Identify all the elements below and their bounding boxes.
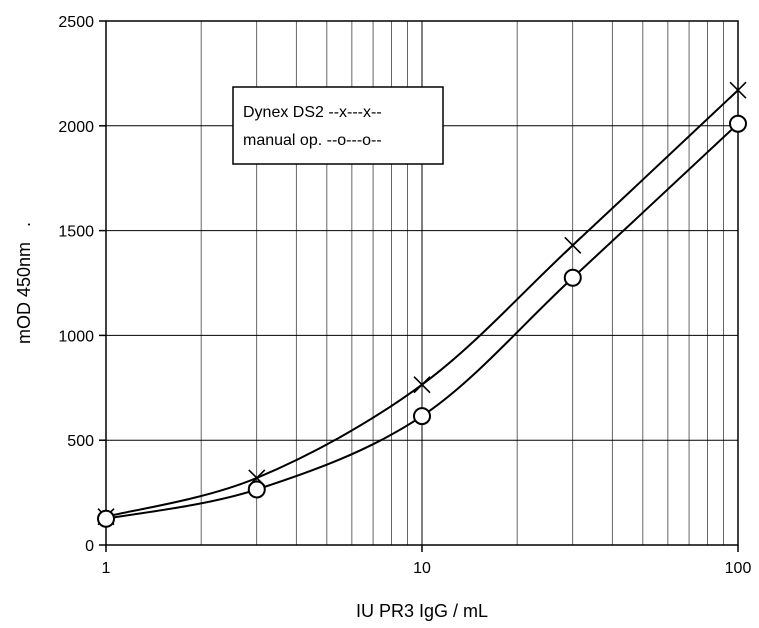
data-point-x-marker (413, 376, 431, 394)
series-group (97, 81, 747, 528)
data-point-circle-marker (729, 114, 747, 133)
axis-ticks: 0 500 1000 1500 2000 2500 1 10 100 (58, 14, 751, 577)
data-point-circle-marker (247, 480, 266, 499)
data-point-circle-marker (563, 268, 582, 287)
data-point-x-marker (564, 236, 582, 254)
x-marker-stroke (413, 376, 431, 394)
y-axis-title: mOD 450nm . (14, 222, 34, 344)
legend-entry-dynex: Dynex DS2 --x---x-- (243, 104, 382, 121)
y-tick-label: 0 (85, 538, 94, 555)
y-tick-label: 1500 (58, 224, 94, 241)
legend-entry-manual: manual op. --o---o-- (243, 132, 382, 149)
x-axis-title: IU PR3 IgG / mL (356, 601, 488, 621)
y-tick-label: 500 (67, 433, 94, 450)
x-tick-label: 10 (413, 560, 431, 577)
y-tick-label: 2000 (58, 119, 94, 136)
data-point-circle-marker (413, 407, 431, 426)
data-point-x-marker (729, 81, 747, 99)
legend-box (232, 86, 444, 165)
legend: Dynex DS2 --x---x-- manual op. --o---o-- (232, 86, 444, 165)
y-tick-label: 1000 (58, 328, 94, 345)
data-point-circle-marker (97, 509, 115, 528)
x-tick-label: 1 (102, 560, 111, 577)
series-line-manual (105, 122, 739, 520)
x-tick-label: 100 (725, 560, 752, 577)
series-line-dynex (105, 89, 739, 518)
y-tick-label: 2500 (58, 14, 94, 31)
x-marker-stroke (564, 236, 582, 254)
x-marker-stroke (729, 81, 747, 99)
